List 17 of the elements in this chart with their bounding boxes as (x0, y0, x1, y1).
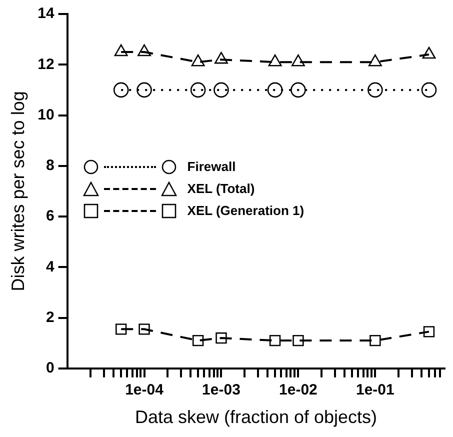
y-tick-label: 2 (46, 308, 54, 326)
x-tick-label: 1e-03 (202, 382, 240, 399)
x-tick-label: 1e-04 (125, 382, 164, 399)
x-tick-label: 1e-02 (279, 382, 318, 399)
y-tick-label: 0 (46, 360, 54, 377)
y-tick-label: 6 (46, 208, 54, 225)
legend-label: Firewall (187, 159, 236, 174)
y-tick-label: 10 (38, 106, 54, 124)
y-axis-title: Disk writes per sec to log (8, 91, 28, 292)
y-tick-label: 8 (46, 157, 54, 174)
y-tick-label: 12 (38, 56, 54, 73)
legend-label: XEL (Total) (187, 181, 255, 196)
y-tick-label: 14 (38, 5, 55, 22)
x-axis-title: Data skew (fraction of objects) (134, 407, 378, 428)
legend-label: XEL (Generation 1) (187, 203, 304, 218)
x-tick-label: 1e-01 (356, 382, 394, 399)
y-tick-label: 4 (46, 258, 55, 276)
